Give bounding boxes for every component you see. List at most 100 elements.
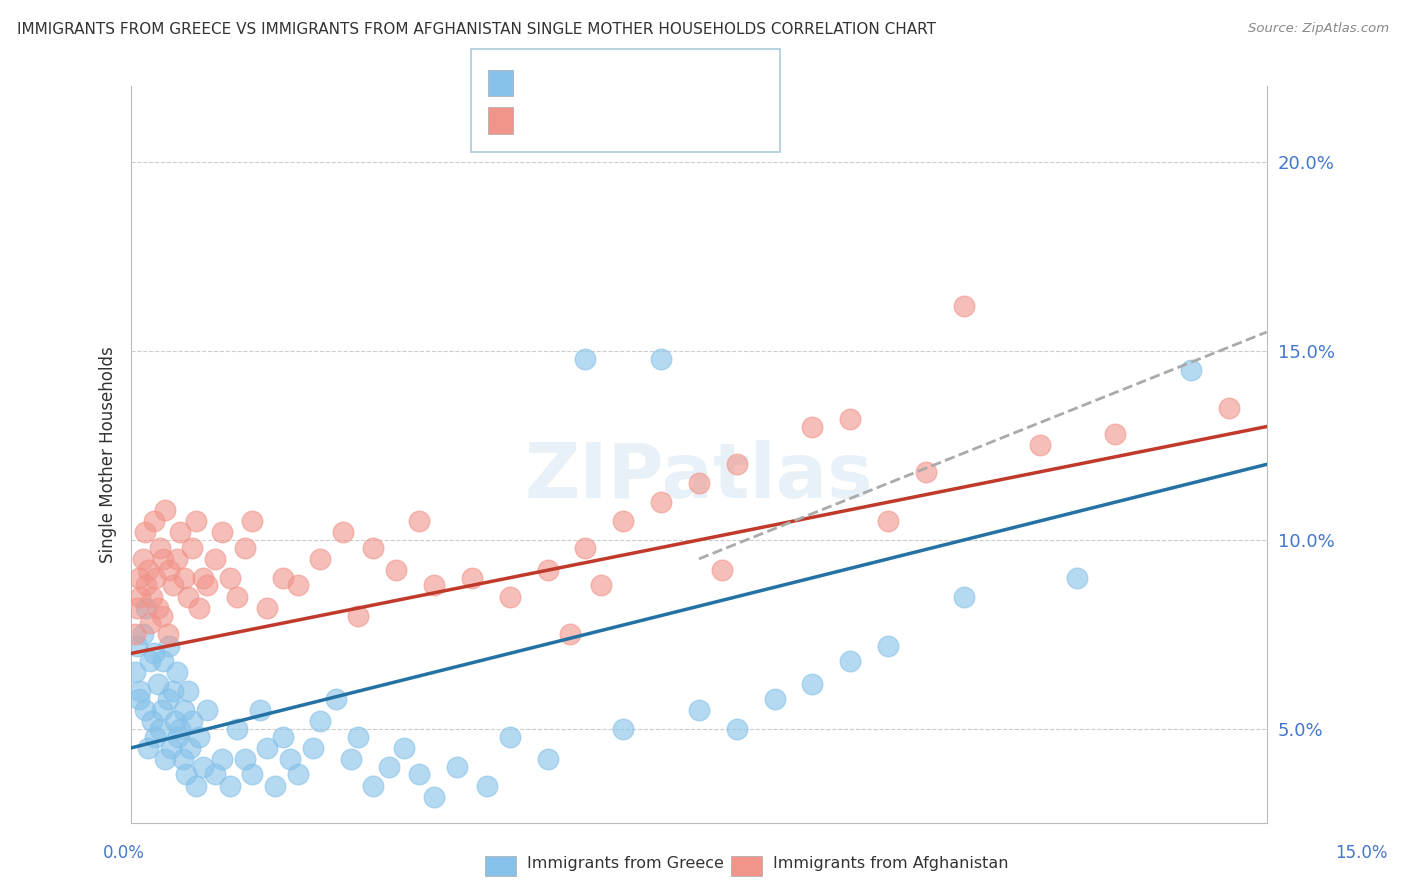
Point (218, 779, 240, 793)
Point (363, 779, 385, 793)
Point (612, 514, 634, 528)
Point (839, 412, 862, 426)
Point (167, 730, 190, 744)
Point (309, 714, 332, 729)
Point (801, 419, 824, 434)
Point (177, 590, 200, 604)
Point (499, 590, 522, 604)
Point (877, 514, 900, 528)
Point (162, 578, 184, 592)
Point (129, 590, 152, 604)
Point (612, 722, 634, 736)
Point (179, 740, 201, 755)
Point (710, 563, 733, 577)
Point (249, 703, 271, 717)
Point (211, 752, 233, 766)
Point (377, 760, 399, 774)
Point (650, 495, 672, 509)
Point (688, 476, 710, 491)
Point (145, 571, 167, 585)
Point (124, 665, 146, 680)
Point (271, 730, 294, 744)
Point (149, 722, 172, 736)
Point (180, 714, 202, 729)
Point (574, 351, 596, 366)
Point (135, 578, 157, 592)
Point (271, 571, 294, 585)
Point (839, 654, 862, 668)
Point (589, 578, 612, 592)
Point (141, 714, 163, 729)
Text: R = 0.396   N = 64: R = 0.396 N = 64 (527, 112, 711, 129)
Point (385, 563, 408, 577)
Point (204, 767, 226, 781)
Point (339, 752, 361, 766)
Text: ZIPatlas: ZIPatlas (524, 440, 873, 514)
Text: 15.0%: 15.0% (1334, 844, 1388, 862)
Point (287, 767, 309, 781)
Point (499, 730, 522, 744)
Point (302, 740, 325, 755)
Point (173, 703, 195, 717)
Point (145, 730, 167, 744)
Point (129, 684, 152, 698)
Point (392, 740, 415, 755)
Point (536, 563, 558, 577)
Point (150, 608, 173, 623)
Point (953, 590, 976, 604)
Point (135, 601, 157, 615)
Point (146, 676, 169, 690)
Point (134, 703, 156, 717)
Point (152, 654, 174, 668)
Point (1104, 427, 1126, 442)
Point (953, 299, 976, 313)
Point (128, 571, 150, 585)
Point (915, 465, 938, 479)
Point (180, 541, 202, 555)
Point (650, 351, 672, 366)
Point (256, 740, 278, 755)
Point (191, 571, 214, 585)
Point (124, 627, 146, 641)
Point (177, 684, 200, 698)
Point (226, 590, 249, 604)
Point (131, 627, 153, 641)
Point (139, 616, 162, 631)
Point (156, 627, 179, 641)
Point (574, 541, 596, 555)
Y-axis label: Single Mother Households: Single Mother Households (100, 347, 117, 563)
Point (560, 627, 582, 641)
Point (325, 691, 347, 706)
Point (363, 541, 385, 555)
Point (278, 752, 301, 766)
Point (218, 571, 240, 585)
Point (173, 571, 195, 585)
Text: Source: ZipAtlas.com: Source: ZipAtlas.com (1249, 22, 1389, 36)
Point (184, 514, 207, 528)
Point (475, 779, 498, 793)
Point (136, 740, 159, 755)
Point (162, 684, 184, 698)
Point (152, 552, 174, 566)
Point (204, 552, 226, 566)
Point (146, 601, 169, 615)
Point (688, 703, 710, 717)
Point (461, 571, 484, 585)
Point (127, 601, 149, 615)
Point (801, 676, 824, 690)
Point (423, 790, 446, 805)
Point (136, 563, 159, 577)
Point (233, 541, 256, 555)
Point (155, 752, 177, 766)
Point (165, 714, 187, 729)
Point (172, 752, 194, 766)
Point (166, 552, 188, 566)
Point (1218, 401, 1240, 415)
Point (191, 760, 214, 774)
Point (423, 578, 446, 592)
Point (408, 514, 430, 528)
Point (157, 563, 180, 577)
Point (1180, 363, 1202, 377)
Point (169, 525, 191, 540)
Point (725, 722, 748, 736)
